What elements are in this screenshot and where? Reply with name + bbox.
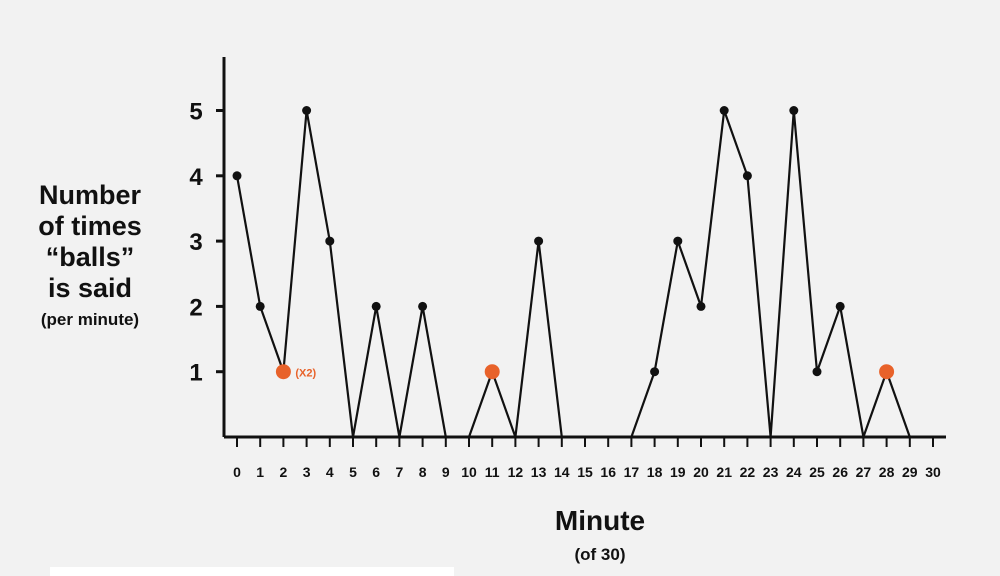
x-axis-subtitle: (of 30) xyxy=(574,545,626,564)
data-point xyxy=(325,236,335,246)
x-tick-label: 28 xyxy=(879,464,895,480)
y-tick-label: 3 xyxy=(189,229,202,256)
data-point xyxy=(742,171,752,181)
x-tick-label: 4 xyxy=(326,464,334,480)
y-axis-subtitle: (per minute) xyxy=(40,310,140,329)
data-point xyxy=(232,171,242,181)
point-annotation: (X2) xyxy=(295,368,316,380)
x-tick-label: 12 xyxy=(508,464,524,480)
x-tick-label: 15 xyxy=(577,464,593,480)
x-tick-label: 1 xyxy=(256,464,264,480)
x-tick-label: 5 xyxy=(349,464,357,480)
x-tick-label: 13 xyxy=(531,464,547,480)
x-tick-label: 18 xyxy=(647,464,663,480)
data-point xyxy=(534,236,544,246)
x-tick-label: 10 xyxy=(461,464,477,480)
bottom-panel-edge xyxy=(50,567,454,576)
x-tick-label: 0 xyxy=(233,464,241,480)
y-tick-label: 2 xyxy=(189,294,202,321)
x-tick-label: 11 xyxy=(485,464,500,480)
x-tick-label: 17 xyxy=(624,464,640,480)
x-tick-label: 21 xyxy=(716,464,732,480)
series-line xyxy=(630,110,911,442)
y-tick-label: 4 xyxy=(189,164,203,191)
y-tick-label: 5 xyxy=(189,99,202,126)
data-point xyxy=(812,367,822,377)
x-tick-label: 29 xyxy=(902,464,918,480)
x-tick-label: 7 xyxy=(396,464,404,480)
series-line xyxy=(235,110,447,438)
y-axis-title: Number of times “balls” is said (per min… xyxy=(30,180,150,330)
x-tick-label: 30 xyxy=(925,464,941,480)
x-tick-label: 25 xyxy=(809,464,825,480)
data-point xyxy=(302,106,312,115)
x-tick-label: 6 xyxy=(372,464,380,480)
data-point xyxy=(255,301,265,311)
data-point xyxy=(835,301,845,311)
series-line xyxy=(467,240,563,438)
x-tick-label: 26 xyxy=(832,464,848,480)
x-tick-label: 8 xyxy=(419,464,427,480)
data-point xyxy=(418,301,428,311)
data-point xyxy=(719,106,729,115)
x-tick-label: 22 xyxy=(740,464,756,480)
x-tick-label: 19 xyxy=(670,464,686,480)
x-tick-label: 20 xyxy=(693,464,709,480)
x-tick-label: 2 xyxy=(280,464,288,480)
x-tick-label: 3 xyxy=(303,464,311,480)
x-tick-label: 24 xyxy=(786,464,802,480)
highlight-point xyxy=(879,364,895,380)
y-axis-title-line: is said xyxy=(47,273,133,303)
highlight-point xyxy=(484,364,500,380)
x-tick-label: 23 xyxy=(763,464,779,480)
x-tick-label: 14 xyxy=(554,464,570,480)
x-tick-label: 9 xyxy=(442,464,450,480)
highlight-point xyxy=(275,364,291,380)
y-axis-title-line: of times xyxy=(38,211,142,241)
y-axis-title-line: Number xyxy=(38,180,141,210)
data-point xyxy=(371,301,381,311)
x-tick-label: 27 xyxy=(856,464,872,480)
y-axis-title-line: “balls” xyxy=(45,242,135,272)
data-point xyxy=(789,106,799,115)
x-axis-title: Minute xyxy=(554,505,646,536)
data-point xyxy=(696,301,706,311)
x-tick-label: 16 xyxy=(600,464,616,480)
data-point xyxy=(650,367,660,377)
y-tick-label: 1 xyxy=(189,360,202,387)
data-point xyxy=(673,236,683,246)
